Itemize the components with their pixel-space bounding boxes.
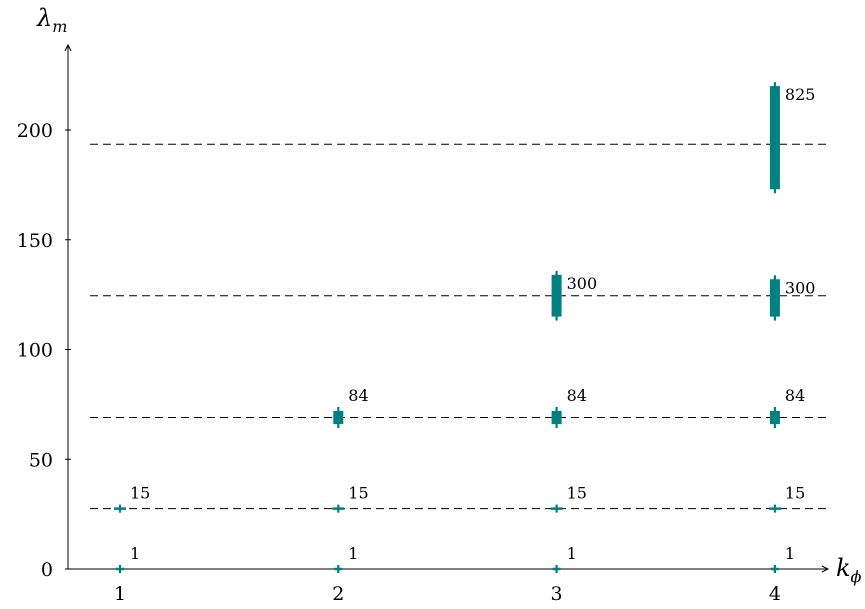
- data-bar: [333, 406, 344, 429]
- data-bar: [769, 275, 780, 321]
- data-marks: [114, 82, 781, 573]
- x-tick-label: 4: [769, 583, 781, 605]
- data-bar: [551, 406, 562, 429]
- data-label: 825: [785, 85, 816, 104]
- data-label: 15: [130, 484, 150, 503]
- y-axis-label: λm: [36, 4, 67, 36]
- data-label: 84: [785, 386, 805, 405]
- y-axis-arrow: [64, 43, 72, 52]
- axes: 1 2 3 4 0 50 100 150 200: [17, 43, 830, 605]
- data-bar: [551, 270, 562, 321]
- y-tick-label: 100: [17, 340, 53, 362]
- x-tick-label: 3: [551, 583, 563, 605]
- x-tick-label: 2: [332, 583, 344, 605]
- data-label: 1: [348, 544, 358, 563]
- data-label: 300: [567, 274, 598, 293]
- data-bar: [334, 565, 343, 573]
- data-bar: [114, 504, 126, 513]
- data-bar: [768, 504, 781, 513]
- data-label: 1: [130, 544, 140, 563]
- x-tick-label: 1: [114, 583, 126, 605]
- data-bar: [116, 565, 124, 573]
- y-tick-label: 200: [17, 120, 53, 142]
- y-tick-label: 0: [41, 559, 53, 581]
- data-bar: [769, 82, 780, 194]
- data-bar: [550, 504, 563, 513]
- y-tick-label: 50: [29, 449, 53, 471]
- data-label: 1: [785, 544, 795, 563]
- reference-lines: [90, 143, 826, 510]
- data-bar: [552, 565, 561, 573]
- data-bar: [770, 565, 779, 573]
- data-label: 300: [785, 278, 816, 297]
- data-label: 15: [348, 484, 368, 503]
- data-label: 15: [567, 484, 587, 503]
- x-axis-arrow: [821, 565, 830, 573]
- data-label: 15: [785, 484, 805, 503]
- data-label: 1: [567, 544, 577, 563]
- y-tick-label: 150: [17, 230, 53, 252]
- x-axis-label: kϕ: [836, 554, 862, 586]
- data-bar: [769, 406, 780, 429]
- data-label: 84: [348, 386, 368, 405]
- data-labels: 1 15 1 15 84 1 15 84 300 1 15 84 300 825: [130, 85, 815, 563]
- data-bar: [332, 504, 345, 513]
- data-label: 84: [567, 386, 587, 405]
